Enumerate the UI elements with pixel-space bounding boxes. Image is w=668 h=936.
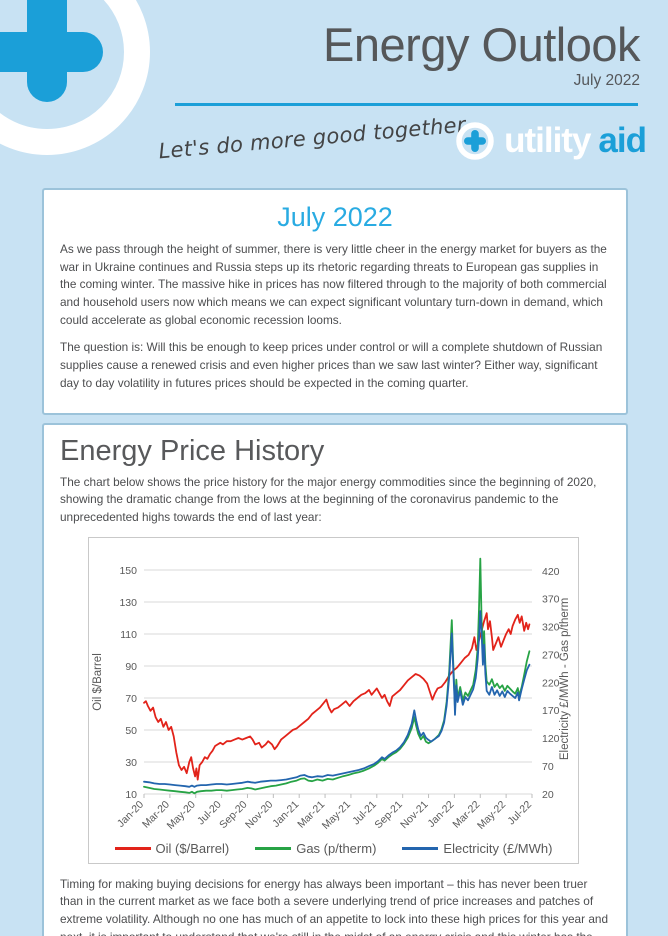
page-title: Energy Outlook [323,18,640,71]
svg-text:130: 130 [119,596,137,608]
svg-text:170: 170 [542,705,560,717]
svg-text:370: 370 [542,593,560,605]
svg-text:90: 90 [125,660,137,672]
svg-text:Sep-21: Sep-21 [372,798,405,831]
svg-text:50: 50 [125,724,137,736]
svg-text:Nov-20: Nov-20 [243,798,276,831]
svg-text:Jan-20: Jan-20 [115,798,146,829]
price-history-plot: 10 30 50 70 90 110 130 150 20 70 120 170 220 270 320 37… [92,557,571,831]
svg-text:70: 70 [542,760,554,772]
legend-label: Oil ($/Barrel) [155,841,230,857]
svg-text:70: 70 [125,692,137,704]
svg-text:10: 10 [125,788,137,800]
svg-text:Oil $/Barrel: Oil $/Barrel [92,653,104,711]
utility-aid-cross-logo-icon [0,0,150,155]
svg-text:May-22: May-22 [475,798,508,831]
brand-word-aid: aid [598,121,647,160]
svg-text:220: 220 [542,677,560,689]
legend-label: Electricity (£/MWh) [443,841,553,857]
svg-text:May-20: May-20 [165,798,198,831]
svg-text:20: 20 [542,788,554,800]
svg-text:320: 320 [542,621,560,633]
brand-word-utility: utility [504,121,591,160]
price-history-chart: 10 30 50 70 90 110 130 150 20 70 120 170 220 270 320 37… [88,536,579,864]
legend-line-swatch [255,847,292,851]
header-divider [175,103,638,106]
svg-text:Jul-22: Jul-22 [505,798,534,827]
history-title: Energy Price History [60,434,325,467]
title-block: Energy Outlook July 2022 [323,20,640,90]
svg-text:150: 150 [119,564,137,576]
intro-paragraph-1: As we pass through the height of summer,… [60,242,607,327]
legend-item: Gas (p/therm) [255,841,376,856]
utility-aid-logo: utility aid [452,118,647,164]
header: Energy Outlook July 2022 Let's do more g… [0,0,668,188]
tagline: Let's do more good together [157,112,467,164]
plus-circle-icon [456,122,494,160]
svg-text:Electricity £/MWh - Gas p/ther: Electricity £/MWh - Gas p/therm [559,597,571,759]
legend-item: Oil ($/Barrel) [114,841,230,857]
history-box: Energy Price History The chart below sho… [42,422,628,936]
svg-text:270: 270 [542,649,560,661]
svg-text:Nov-21: Nov-21 [398,798,431,831]
intro-box: July 2022 As we pass through the height … [42,188,628,415]
svg-text:120: 120 [542,733,560,745]
history-intro: The chart below shows the price history … [60,474,597,524]
legend-item: Electricity (£/MWh) [402,841,552,856]
svg-text:420: 420 [542,565,560,577]
intro-paragraph-2: The question is: Will this be enough to … [60,340,603,390]
svg-text:30: 30 [125,756,137,768]
header-date: July 2022 [573,72,640,90]
legend-line-swatch [402,847,439,851]
legend-label: Gas (p/therm) [296,841,377,857]
svg-text:May-21: May-21 [320,798,353,831]
svg-text:110: 110 [120,628,137,640]
closing-paragraph-1: Timing for making buying decisions for e… [60,876,609,936]
svg-text:Sep-20: Sep-20 [217,798,250,831]
svg-text:Jan-21: Jan-21 [270,798,301,829]
legend-line-swatch [114,847,151,851]
svg-text:Jan-22: Jan-22 [425,798,456,829]
chart-legend: Oil ($/Barrel) Gas (p/therm) Electricity (… [89,839,578,859]
intro-title: July 2022 [277,202,393,232]
